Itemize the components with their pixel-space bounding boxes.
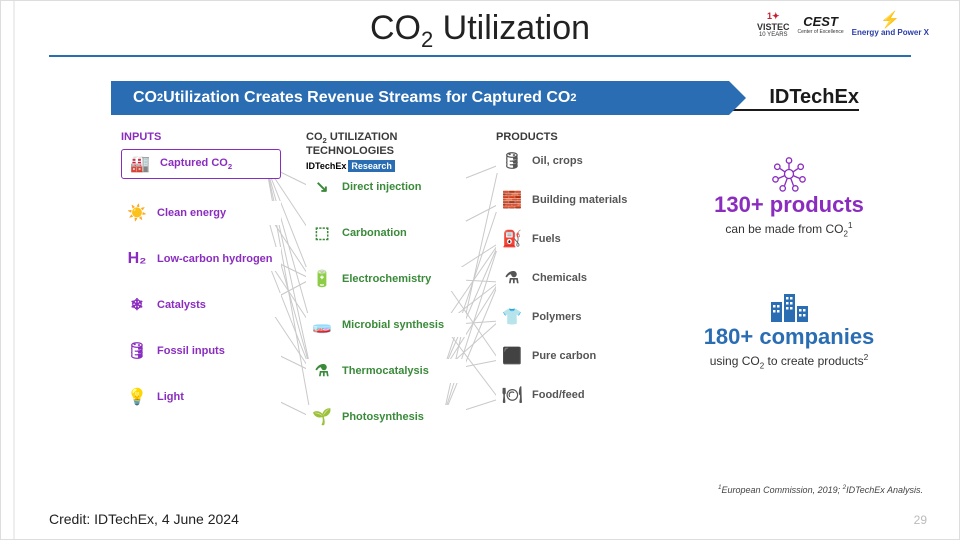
node-polymers: 👕 Polymers (496, 305, 656, 329)
node-direct-injection: ↘ Direct injection (306, 175, 466, 199)
food-feed-icon: 🍽 (498, 384, 526, 406)
stat-products-head: 130+ products (679, 192, 899, 218)
node-clean-energy: ☀️ Clean energy (121, 201, 281, 225)
stat-companies: 180+ companies using CO2 to create produ… (679, 288, 899, 370)
microbial-synthesis-icon: 🧫 (308, 314, 336, 336)
logo-cest: CEST Center of Excellence (798, 14, 844, 35)
catalysts-icon: ❄ (123, 294, 151, 316)
node-label: Direct injection (342, 181, 421, 193)
node-electrochemistry: 🔋 Electrochemistry (306, 267, 466, 291)
logo-vistec-text: VISTEC (757, 22, 790, 32)
page-title: CO2 Utilization (370, 9, 590, 53)
network-icon (679, 156, 899, 192)
node-label: Food/feed (532, 389, 585, 401)
idtechex-research-tag: IDTechExResearch (306, 161, 466, 171)
node-label: Thermocatalysis (342, 365, 429, 377)
stat-companies-head: 180+ companies (679, 324, 899, 350)
stats: 130+ products can be made from CO21 (679, 156, 899, 421)
node-chemicals: ⚗ Chemicals (496, 266, 656, 290)
node-low-carbon-hydrogen: H₂ Low-carbon hydrogen (121, 247, 281, 271)
node-label: Photosynthesis (342, 411, 424, 423)
node-fossil-inputs: 🛢 Fossil inputs (121, 339, 281, 363)
clean-energy-icon: ☀️ (123, 202, 151, 224)
stat-products-sub: can be made from CO21 (679, 220, 899, 238)
node-label: Building materials (532, 194, 627, 206)
node-pure-carbon: ⬛ Pure carbon (496, 344, 656, 368)
tech-header: CO2 UTILIZATIONTECHNOLOGIES (306, 131, 466, 157)
logo-vistec: 1✦ VISTEC 10 YEARS (757, 11, 790, 38)
fuels-icon: ⛽ (498, 228, 526, 250)
stat-products: 130+ products can be made from CO21 (679, 156, 899, 238)
buildings-icon (679, 288, 899, 324)
node-label: Oil, crops (532, 155, 583, 167)
captured-co--icon: 🏭 (126, 153, 154, 175)
node-light: 💡 Light (121, 385, 281, 409)
carbonation-icon: ⬚ (308, 222, 336, 244)
node-photosynthesis: 🌱 Photosynthesis (306, 405, 466, 429)
node-label: Pure carbon (532, 350, 596, 362)
node-microbial-synthesis: 🧫 Microbial synthesis (306, 313, 466, 337)
node-label: Chemicals (532, 272, 587, 284)
stat-companies-sub: using CO2 to create products2 (679, 352, 899, 370)
logo-epx: ⚡ Energy and Power X (852, 13, 929, 37)
left-rule (13, 1, 15, 539)
banner-text: CO2 Utilization Creates Revenue Streams … (111, 81, 729, 115)
node-building-materials: 🧱 Building materials (496, 188, 656, 212)
building-materials-icon: 🧱 (498, 189, 526, 211)
banner-brand: IDTechEx (729, 86, 859, 111)
light-icon: 💡 (123, 386, 151, 408)
node-catalysts: ❄ Catalysts (121, 293, 281, 317)
page-number: 29 (914, 513, 927, 527)
node-label: Microbial synthesis (342, 319, 444, 331)
node-label: Fossil inputs (157, 345, 225, 357)
node-label: Light (157, 391, 184, 403)
node-label: Polymers (532, 311, 582, 323)
diagram: INPUTS 🏭 Captured CO2 ☀️ Clean energy H₂ Low-… (111, 131, 651, 471)
thermocatalysis-icon: ⚗ (308, 360, 336, 382)
title-underline (49, 55, 911, 57)
electrochemistry-icon: 🔋 (308, 268, 336, 290)
column-tech: CO2 UTILIZATIONTECHNOLOGIES IDTechExRese… (306, 131, 466, 451)
node-captured-co-: 🏭 Captured CO2 (121, 149, 281, 179)
fossil-inputs-icon: 🛢 (123, 340, 151, 362)
node-carbonation: ⬚ Carbonation (306, 221, 466, 245)
oil-crops-icon: 🛢 (498, 150, 526, 172)
products-header: PRODUCTS (496, 131, 656, 143)
pure-carbon-icon: ⬛ (498, 345, 526, 367)
node-label: Carbonation (342, 227, 407, 239)
direct-injection-icon: ↘ (308, 176, 336, 198)
credit: Credit: IDTechEx, 4 June 2024 (49, 511, 239, 527)
inputs-header: INPUTS (121, 131, 281, 143)
node-label: Clean energy (157, 207, 226, 219)
footnote: 1European Commission, 2019; 2IDTechEx An… (718, 484, 923, 495)
node-oil-crops: 🛢 Oil, crops (496, 149, 656, 173)
column-products: PRODUCTS 🛢 Oil, crops 🧱 Building materials ⛽… (496, 131, 656, 422)
node-label: Low-carbon hydrogen (157, 253, 273, 265)
node-food-feed: 🍽 Food/feed (496, 383, 656, 407)
node-label: Fuels (532, 233, 561, 245)
node-thermocatalysis: ⚗ Thermocatalysis (306, 359, 466, 383)
polymers-icon: 👕 (498, 306, 526, 328)
logo-vistec-sub: 10 YEARS (759, 32, 788, 38)
node-label: Catalysts (157, 299, 206, 311)
photosynthesis-icon: 🌱 (308, 406, 336, 428)
logo-strip: 1✦ VISTEC 10 YEARS CEST Center of Excell… (757, 11, 929, 38)
banner: CO2 Utilization Creates Revenue Streams … (111, 81, 859, 115)
chemicals-icon: ⚗ (498, 267, 526, 289)
node-label: Electrochemistry (342, 273, 431, 285)
low-carbon-hydrogen-icon: H₂ (123, 248, 151, 270)
node-label: Captured CO2 (160, 157, 232, 171)
column-inputs: INPUTS 🏭 Captured CO2 ☀️ Clean energy H₂ Low-… (121, 131, 281, 431)
node-fuels: ⛽ Fuels (496, 227, 656, 251)
